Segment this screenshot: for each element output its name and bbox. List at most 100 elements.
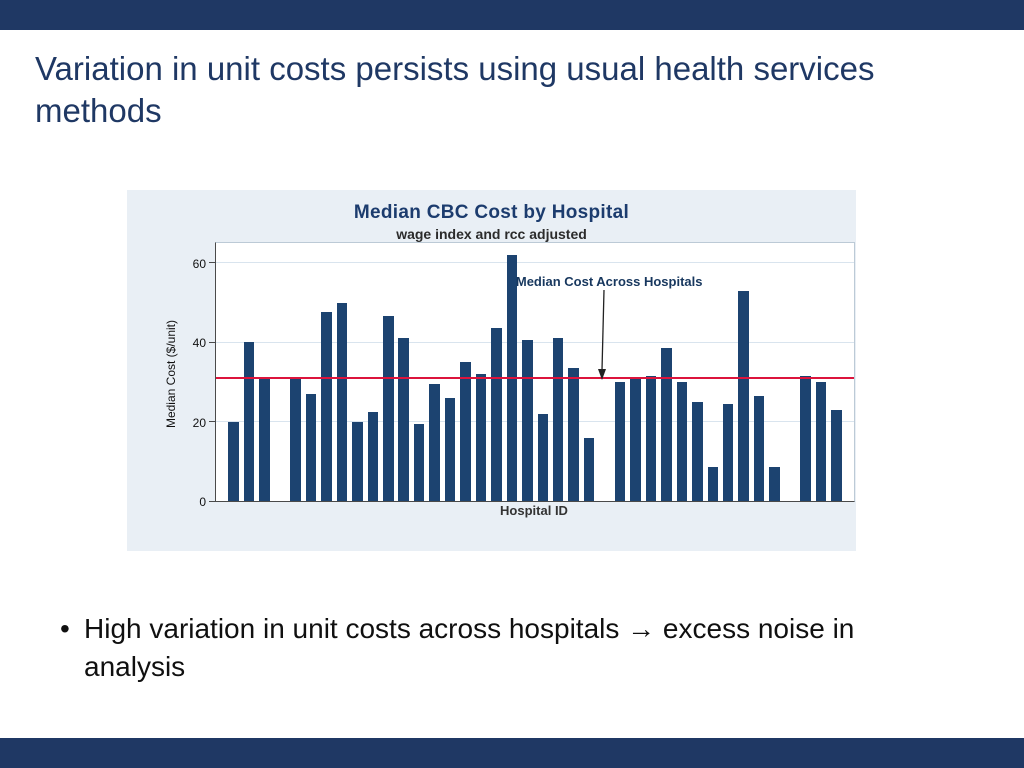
bars-group bbox=[216, 243, 854, 501]
bar bbox=[321, 312, 332, 501]
bar bbox=[398, 338, 409, 501]
bar-slot bbox=[813, 243, 828, 501]
bar-slot bbox=[798, 243, 813, 501]
plot-column: Median Cost Across Hospitals 0 20 40 60 Hos… bbox=[193, 242, 855, 518]
chart-body: Median Cost ($/unit) Median Cost Across … bbox=[149, 242, 855, 518]
bar bbox=[645, 375, 657, 501]
gridline bbox=[216, 421, 854, 423]
bar-slot bbox=[612, 243, 627, 501]
bar-slot bbox=[721, 243, 736, 501]
bar-slot bbox=[829, 243, 844, 501]
bar-slot bbox=[442, 243, 457, 501]
gridline bbox=[216, 262, 854, 264]
bar bbox=[707, 467, 719, 501]
bar-slot bbox=[458, 243, 473, 501]
bar-slot bbox=[427, 243, 442, 501]
bar-slot bbox=[396, 243, 411, 501]
bar bbox=[228, 421, 239, 501]
y-tick-label: 0 bbox=[199, 495, 206, 509]
bar bbox=[552, 338, 564, 501]
bar bbox=[352, 421, 363, 501]
bar bbox=[383, 316, 394, 501]
bar bbox=[429, 383, 440, 501]
y-axis-label-wrap: Median Cost ($/unit) bbox=[149, 242, 178, 512]
bar-slot bbox=[736, 243, 751, 501]
bar bbox=[800, 375, 811, 501]
bar bbox=[305, 393, 317, 501]
bar-slot bbox=[705, 243, 720, 501]
bar-slot bbox=[303, 243, 318, 501]
bar bbox=[815, 381, 827, 501]
bar-slot bbox=[241, 243, 256, 501]
bar-slot bbox=[288, 243, 303, 501]
bar bbox=[522, 340, 533, 501]
bar bbox=[831, 409, 842, 501]
bar-slot bbox=[334, 243, 349, 501]
bar-slot bbox=[674, 243, 689, 501]
bar bbox=[336, 302, 348, 501]
y-tick-mark bbox=[209, 262, 215, 264]
bullet-marker: • bbox=[60, 613, 70, 644]
bar-slot bbox=[551, 243, 566, 501]
median-cost-annotation: Median Cost Across Hospitals bbox=[515, 274, 703, 289]
chart-subtitle: wage index and rcc adjusted bbox=[396, 226, 587, 242]
bar bbox=[769, 467, 780, 501]
bar bbox=[537, 413, 549, 501]
bar-slot bbox=[365, 243, 380, 501]
bar bbox=[630, 377, 641, 501]
bar-slot bbox=[226, 243, 241, 501]
bar bbox=[738, 290, 749, 501]
y-tick-label: 40 bbox=[192, 336, 206, 351]
chart-panel: Median CBC Cost by Hospital wage index a… bbox=[127, 190, 856, 551]
bar bbox=[475, 374, 487, 501]
bar bbox=[491, 328, 502, 501]
chart-title: Median CBC Cost by Hospital bbox=[353, 202, 630, 223]
bar bbox=[367, 411, 379, 501]
bar bbox=[676, 381, 688, 501]
bar-slot bbox=[690, 243, 705, 501]
top-accent-bar bbox=[0, 0, 1024, 30]
median-reference-line bbox=[216, 376, 854, 379]
bar-slot bbox=[535, 243, 550, 501]
gridline bbox=[216, 341, 854, 343]
bar-slot bbox=[272, 243, 287, 501]
bar-slot bbox=[628, 243, 643, 501]
bar bbox=[259, 377, 270, 501]
y-tick-mark bbox=[209, 341, 215, 343]
bar bbox=[722, 403, 734, 501]
bar-slot bbox=[659, 243, 674, 501]
bar-slot bbox=[581, 243, 596, 501]
bottom-accent-bar bbox=[0, 738, 1024, 768]
bullet-item: • High variation in unit costs across ho… bbox=[60, 610, 910, 686]
bar bbox=[568, 368, 579, 501]
x-axis-label: Hospital ID bbox=[500, 503, 568, 518]
bar bbox=[753, 395, 765, 501]
slide-title: Variation in unit costs persists using u… bbox=[35, 50, 875, 130]
bar-slot bbox=[751, 243, 766, 501]
annotation-arrow-icon bbox=[597, 290, 606, 380]
bar bbox=[444, 397, 456, 501]
bar bbox=[661, 348, 672, 501]
bar-slot bbox=[643, 243, 658, 501]
bar-slot bbox=[473, 243, 488, 501]
bar-slot bbox=[489, 243, 504, 501]
plot-area: Median Cost Across Hospitals 0 20 40 60 bbox=[193, 242, 855, 509]
bar bbox=[692, 401, 703, 501]
bar bbox=[460, 362, 471, 501]
bar bbox=[583, 437, 595, 501]
y-tick-mark bbox=[209, 500, 215, 502]
y-tick-mark bbox=[209, 421, 215, 423]
bar-slot bbox=[767, 243, 782, 501]
bar-slot bbox=[257, 243, 272, 501]
bar bbox=[243, 342, 255, 501]
bar-slot bbox=[782, 243, 797, 501]
bar-slot bbox=[319, 243, 334, 501]
bar-slot bbox=[520, 243, 535, 501]
bar-slot bbox=[350, 243, 365, 501]
bullet-text: High variation in unit costs across hosp… bbox=[84, 613, 855, 682]
y-axis-label: Median Cost ($/unit) bbox=[164, 319, 178, 429]
bar bbox=[413, 423, 425, 501]
bar-slot bbox=[566, 243, 581, 501]
bar-slot bbox=[381, 243, 396, 501]
bar bbox=[614, 381, 626, 501]
